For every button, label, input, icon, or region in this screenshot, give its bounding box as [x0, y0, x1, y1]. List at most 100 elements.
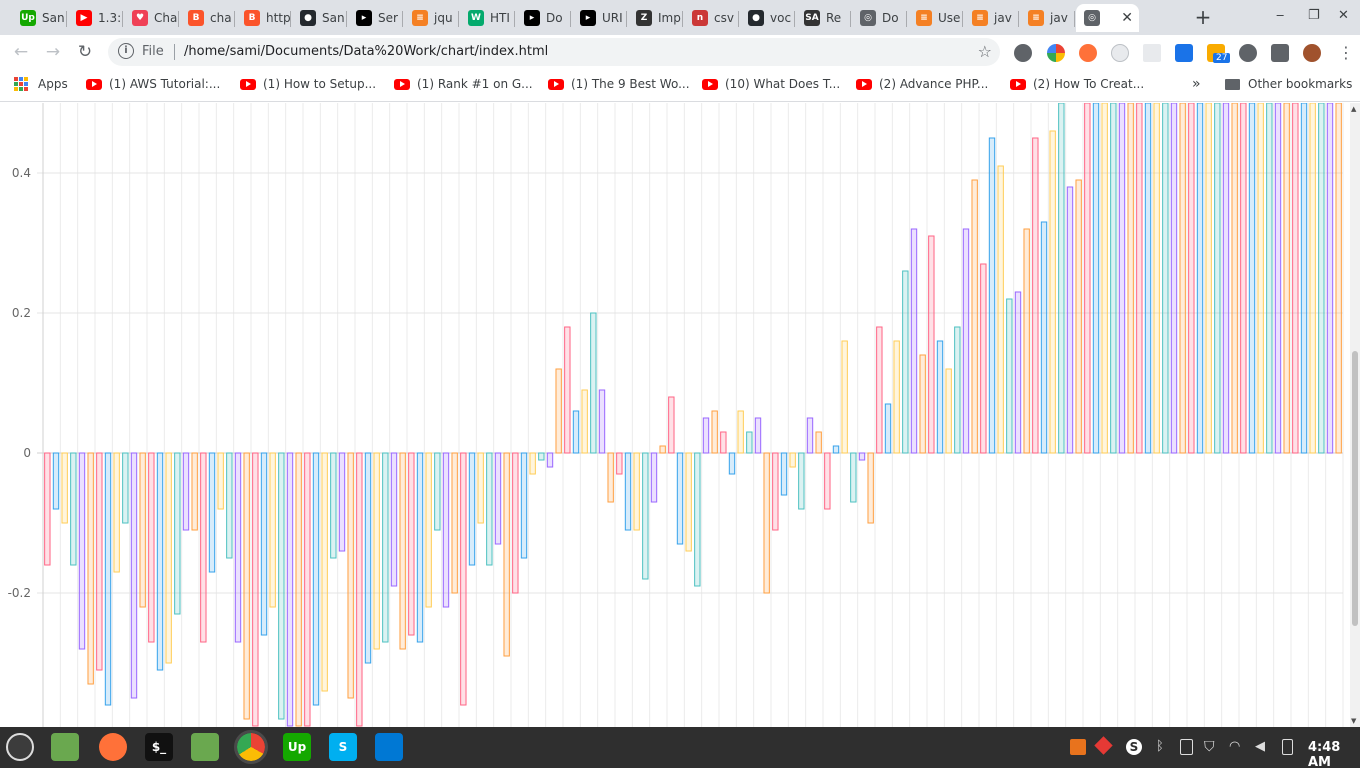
maximize-button[interactable]: ❐: [1308, 8, 1320, 23]
chart-bar: [676, 452, 684, 545]
tab[interactable]: ▸ Do: [516, 4, 571, 32]
chart-bar: [902, 270, 909, 454]
tab[interactable]: ● San: [292, 4, 347, 32]
back-button[interactable]: ←: [13, 42, 29, 62]
chart-bar: [87, 452, 94, 685]
chart-bar: [260, 452, 268, 636]
scroll-down-icon[interactable]: ▼: [1351, 717, 1357, 725]
tray-s-icon[interactable]: S: [1126, 739, 1142, 755]
chart-bar: [572, 410, 580, 454]
chart-bar: [590, 312, 597, 454]
files-icon[interactable]: [51, 733, 79, 761]
folder-icon: [1225, 78, 1240, 90]
shield-icon[interactable]: ⛉: [1204, 739, 1215, 755]
tab[interactable]: ≡ Use: [908, 4, 963, 32]
url-text[interactable]: /home/sami/Documents/Data%20Work/chart/i…: [184, 44, 549, 59]
close-tab-icon[interactable]: ✕: [1121, 10, 1133, 26]
stackoverflow-icon: ≡: [412, 10, 428, 26]
menu-kebab-icon[interactable]: ⋮: [1338, 43, 1354, 62]
chart-bar: [876, 326, 883, 454]
chrome-icon[interactable]: [234, 730, 268, 764]
chart-bar: [434, 452, 441, 531]
tab[interactable]: ▶ 1.3:: [68, 4, 123, 32]
tray-app-icon[interactable]: [1070, 739, 1086, 755]
tab[interactable]: ● voc: [740, 4, 795, 32]
address-bar[interactable]: i File /home/sami/Documents/Data%20Work/…: [108, 38, 1000, 66]
scroll-up-icon[interactable]: ▲: [1351, 105, 1357, 113]
bluetooth-icon[interactable]: ᛒ: [1156, 739, 1164, 754]
close-window-button[interactable]: ✕: [1338, 8, 1349, 23]
chart-bar: [1066, 186, 1074, 454]
circle-extension-icon[interactable]: [1111, 44, 1129, 62]
bookmark-item[interactable]: (1) How to Setup...: [240, 77, 376, 91]
new-tab-button[interactable]: +: [1194, 5, 1212, 29]
volume-icon[interactable]: ◀: [1255, 739, 1265, 754]
chart-bar: [408, 452, 415, 636]
tab[interactable]: Up San: [12, 4, 67, 32]
vscode-icon[interactable]: [375, 733, 403, 761]
avatar[interactable]: [1303, 44, 1321, 62]
page-scrollbar[interactable]: ▲ ▼: [1350, 103, 1360, 727]
bookmarks-overflow-button[interactable]: »: [1192, 76, 1201, 92]
tab[interactable]: ♥ Cha: [124, 4, 179, 32]
chart-bar: [954, 326, 961, 454]
grid-extension-icon[interactable]: [1143, 44, 1161, 62]
bookmark-item[interactable]: (2) Advance PHP...: [856, 77, 988, 91]
tab[interactable]: ▸ Ser: [348, 4, 403, 32]
tab[interactable]: W HTI: [460, 4, 515, 32]
bookmark-item[interactable]: (1) The 9 Best Wo...: [548, 77, 690, 91]
scrollbar-thumb[interactable]: [1352, 351, 1358, 626]
reload-button[interactable]: ↻: [77, 42, 93, 62]
bookmark-item[interactable]: (1) AWS Tutorial:...: [86, 77, 220, 91]
tab-label: San: [322, 11, 345, 25]
terminal-icon[interactable]: $_: [145, 733, 173, 761]
chart-bar: [1006, 298, 1013, 454]
bookmark-star-icon[interactable]: ☆: [977, 42, 992, 61]
bookmark-item[interactable]: (2) How To Creat...: [1010, 77, 1144, 91]
tab[interactable]: ≡ jav: [964, 4, 1019, 32]
minimize-button[interactable]: ‒: [1276, 8, 1285, 23]
bookmark-item[interactable]: (10) What Does T...: [702, 77, 840, 91]
colorpick-icon[interactable]: [1047, 44, 1065, 62]
briefcase-extension-icon[interactable]: [1175, 44, 1193, 62]
folder-icon[interactable]: [191, 733, 219, 761]
bug-extension-icon[interactable]: [1239, 44, 1257, 62]
puzzle-icon[interactable]: [1271, 44, 1289, 62]
clipboard-icon[interactable]: [1180, 739, 1193, 755]
bookmark-item[interactable]: (1) Rank #1 on G...: [394, 77, 533, 91]
pinterest-icon[interactable]: [1014, 44, 1032, 62]
menu-icon[interactable]: [6, 733, 34, 761]
tab[interactable]: ≡ jav: [1020, 4, 1075, 32]
forward-button[interactable]: →: [45, 42, 61, 62]
tab[interactable]: Z Imp: [628, 4, 683, 32]
tab-active[interactable]: ◎ ✕: [1076, 4, 1139, 32]
chart-bar: [780, 452, 788, 496]
chart-bar: [52, 452, 60, 510]
tab[interactable]: n csv: [684, 4, 739, 32]
tab-separator: [794, 11, 795, 27]
battery-icon[interactable]: [1282, 739, 1293, 755]
tab-separator: [906, 11, 907, 27]
firefox-icon[interactable]: [99, 733, 127, 761]
tab[interactable]: SA Re: [796, 4, 851, 32]
chart-bar: [728, 452, 736, 475]
clock[interactable]: 4:48 AM: [1308, 740, 1341, 770]
chart-bar: [347, 452, 354, 699]
info-icon[interactable]: i: [118, 43, 134, 59]
stackoverflow-icon: ≡: [972, 10, 988, 26]
tab[interactable]: ◎ Do: [852, 4, 907, 32]
fire-extension-icon[interactable]: [1079, 44, 1097, 62]
tray-diamond-icon[interactable]: [1094, 736, 1113, 755]
wifi-icon[interactable]: ◠: [1229, 739, 1241, 754]
chart-bar: [685, 452, 692, 552]
tab[interactable]: ▸ URI: [572, 4, 627, 32]
chart-bar: [148, 452, 155, 643]
chart-bar: [850, 452, 857, 503]
upwork-icon[interactable]: Up: [283, 733, 311, 761]
bookmark-apps[interactable]: Apps: [14, 77, 68, 91]
skype-icon[interactable]: S: [329, 733, 357, 761]
other-bookmarks[interactable]: Other bookmarks: [1225, 77, 1352, 91]
tab[interactable]: ≡ jqu: [404, 4, 459, 32]
